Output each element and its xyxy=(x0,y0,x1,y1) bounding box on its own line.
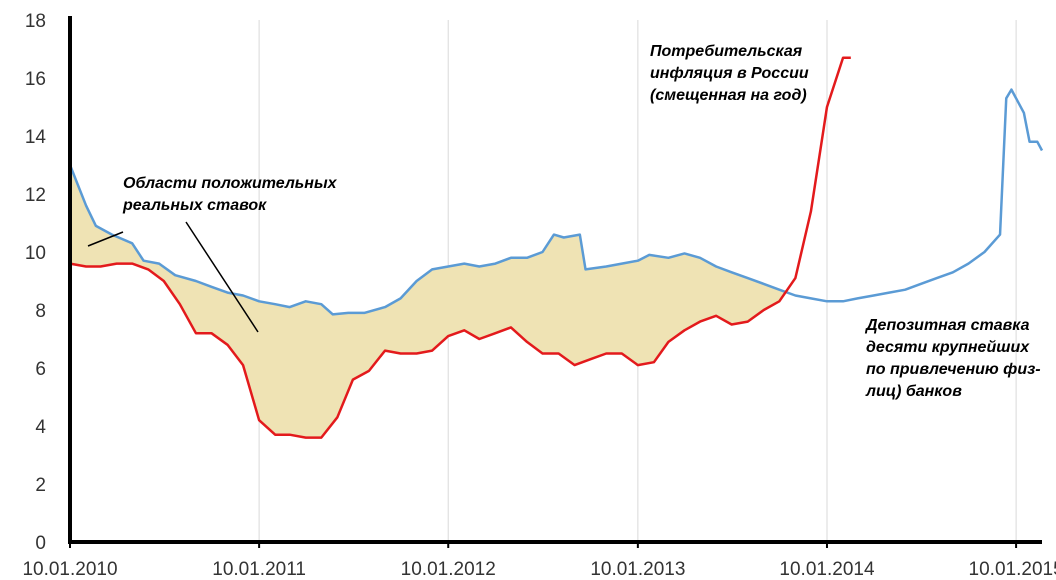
y-tick-label: 2 xyxy=(35,475,46,496)
annotation-inflation: Потребительская инфляция в России (смеще… xyxy=(650,43,813,104)
annotation-line: Потребительская xyxy=(650,43,803,60)
annotation-pointer-line xyxy=(87,231,124,247)
y-tick-label: 8 xyxy=(35,301,46,322)
annotation-line: инфляция в России xyxy=(650,65,809,82)
y-tick-label: 14 xyxy=(25,127,47,148)
y-tick-label: 18 xyxy=(25,11,46,32)
y-tick-label: 10 xyxy=(25,243,46,264)
series-line-deposit-rate xyxy=(68,88,1044,316)
y-tick-label: 16 xyxy=(25,69,46,90)
y-tick-label: 6 xyxy=(35,359,46,380)
series-lines xyxy=(68,56,1044,439)
y-tick-label: 4 xyxy=(35,417,46,438)
axes xyxy=(68,16,1042,548)
x-tick-label: 10.01.2010 xyxy=(22,559,117,580)
annotation-line: лиц) банков xyxy=(865,383,962,400)
annotations: Области положительных реальных ставок По… xyxy=(87,43,1045,400)
x-tick-label: 10.01.2011 xyxy=(212,559,306,580)
annotation-line: Депозитная ставка xyxy=(864,317,1030,334)
annotation-pointer-line xyxy=(185,221,259,333)
y-tick-label: 12 xyxy=(25,185,46,206)
annotation-line: десяти крупнейших xyxy=(866,339,1030,356)
x-tick-label: 10.01.2015 xyxy=(969,559,1056,580)
annotation-deposit-rate: Депозитная ставка десяти крупнейших по п… xyxy=(864,317,1045,400)
positive-rate-areas xyxy=(70,165,786,438)
x-tick-label: 10.01.2013 xyxy=(590,559,685,580)
tick-labels: 10.01.2010 10.01.2011 10.01.2012 10.01.2013… xyxy=(22,11,1056,580)
y-tick-label: 0 xyxy=(35,533,46,554)
positive-rate-area xyxy=(70,165,786,438)
series-line-inflation xyxy=(69,56,851,439)
annotation-line: по привлечению физ- xyxy=(866,361,1041,378)
annotation-line: Области положительных xyxy=(123,175,338,192)
annotation-line: (смещенная на год) xyxy=(650,87,807,104)
x-tick-label: 10.01.2014 xyxy=(779,559,875,580)
annotation-positive-areas: Области положительных реальных ставок xyxy=(122,175,341,214)
x-tick-label: 10.01.2012 xyxy=(401,559,496,580)
annotation-line: реальных ставок xyxy=(122,197,267,214)
